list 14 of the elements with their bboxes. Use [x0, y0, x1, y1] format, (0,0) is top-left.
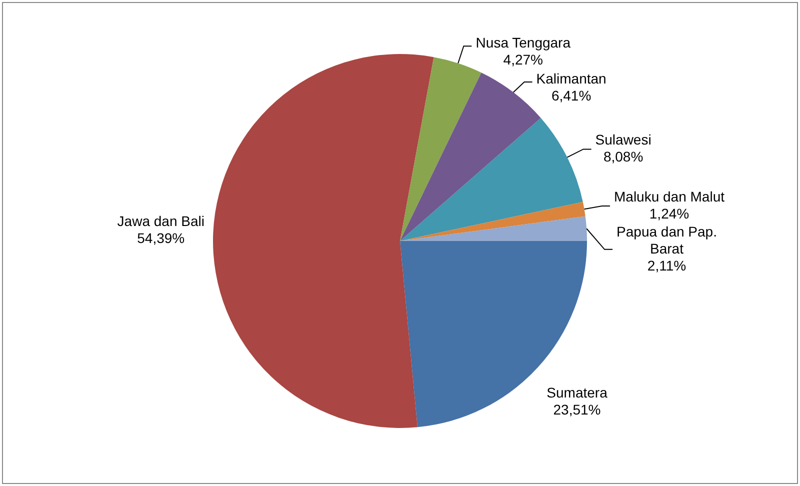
slice-label: Sulawesi — [595, 132, 652, 148]
slice-label: Nusa Tenggara — [476, 34, 571, 50]
slice-label: Maluku dan Malut — [614, 188, 725, 204]
data-label: 6,41% — [551, 87, 592, 104]
slice-label: Jawa dan Bali — [117, 212, 204, 229]
slice-label: Sumatera — [546, 384, 608, 400]
data-label: 4,27% — [503, 52, 544, 68]
data-label: 23,51% — [553, 401, 601, 418]
data-label: 1,24% — [649, 205, 690, 222]
data-label: 2,11% — [647, 257, 686, 274]
data-label: 54,39% — [137, 230, 185, 246]
slice-label: Papua dan Pap. Barat — [616, 223, 717, 256]
slice-label: Kalimantan — [536, 70, 606, 86]
data-label: 8,08% — [603, 148, 644, 165]
